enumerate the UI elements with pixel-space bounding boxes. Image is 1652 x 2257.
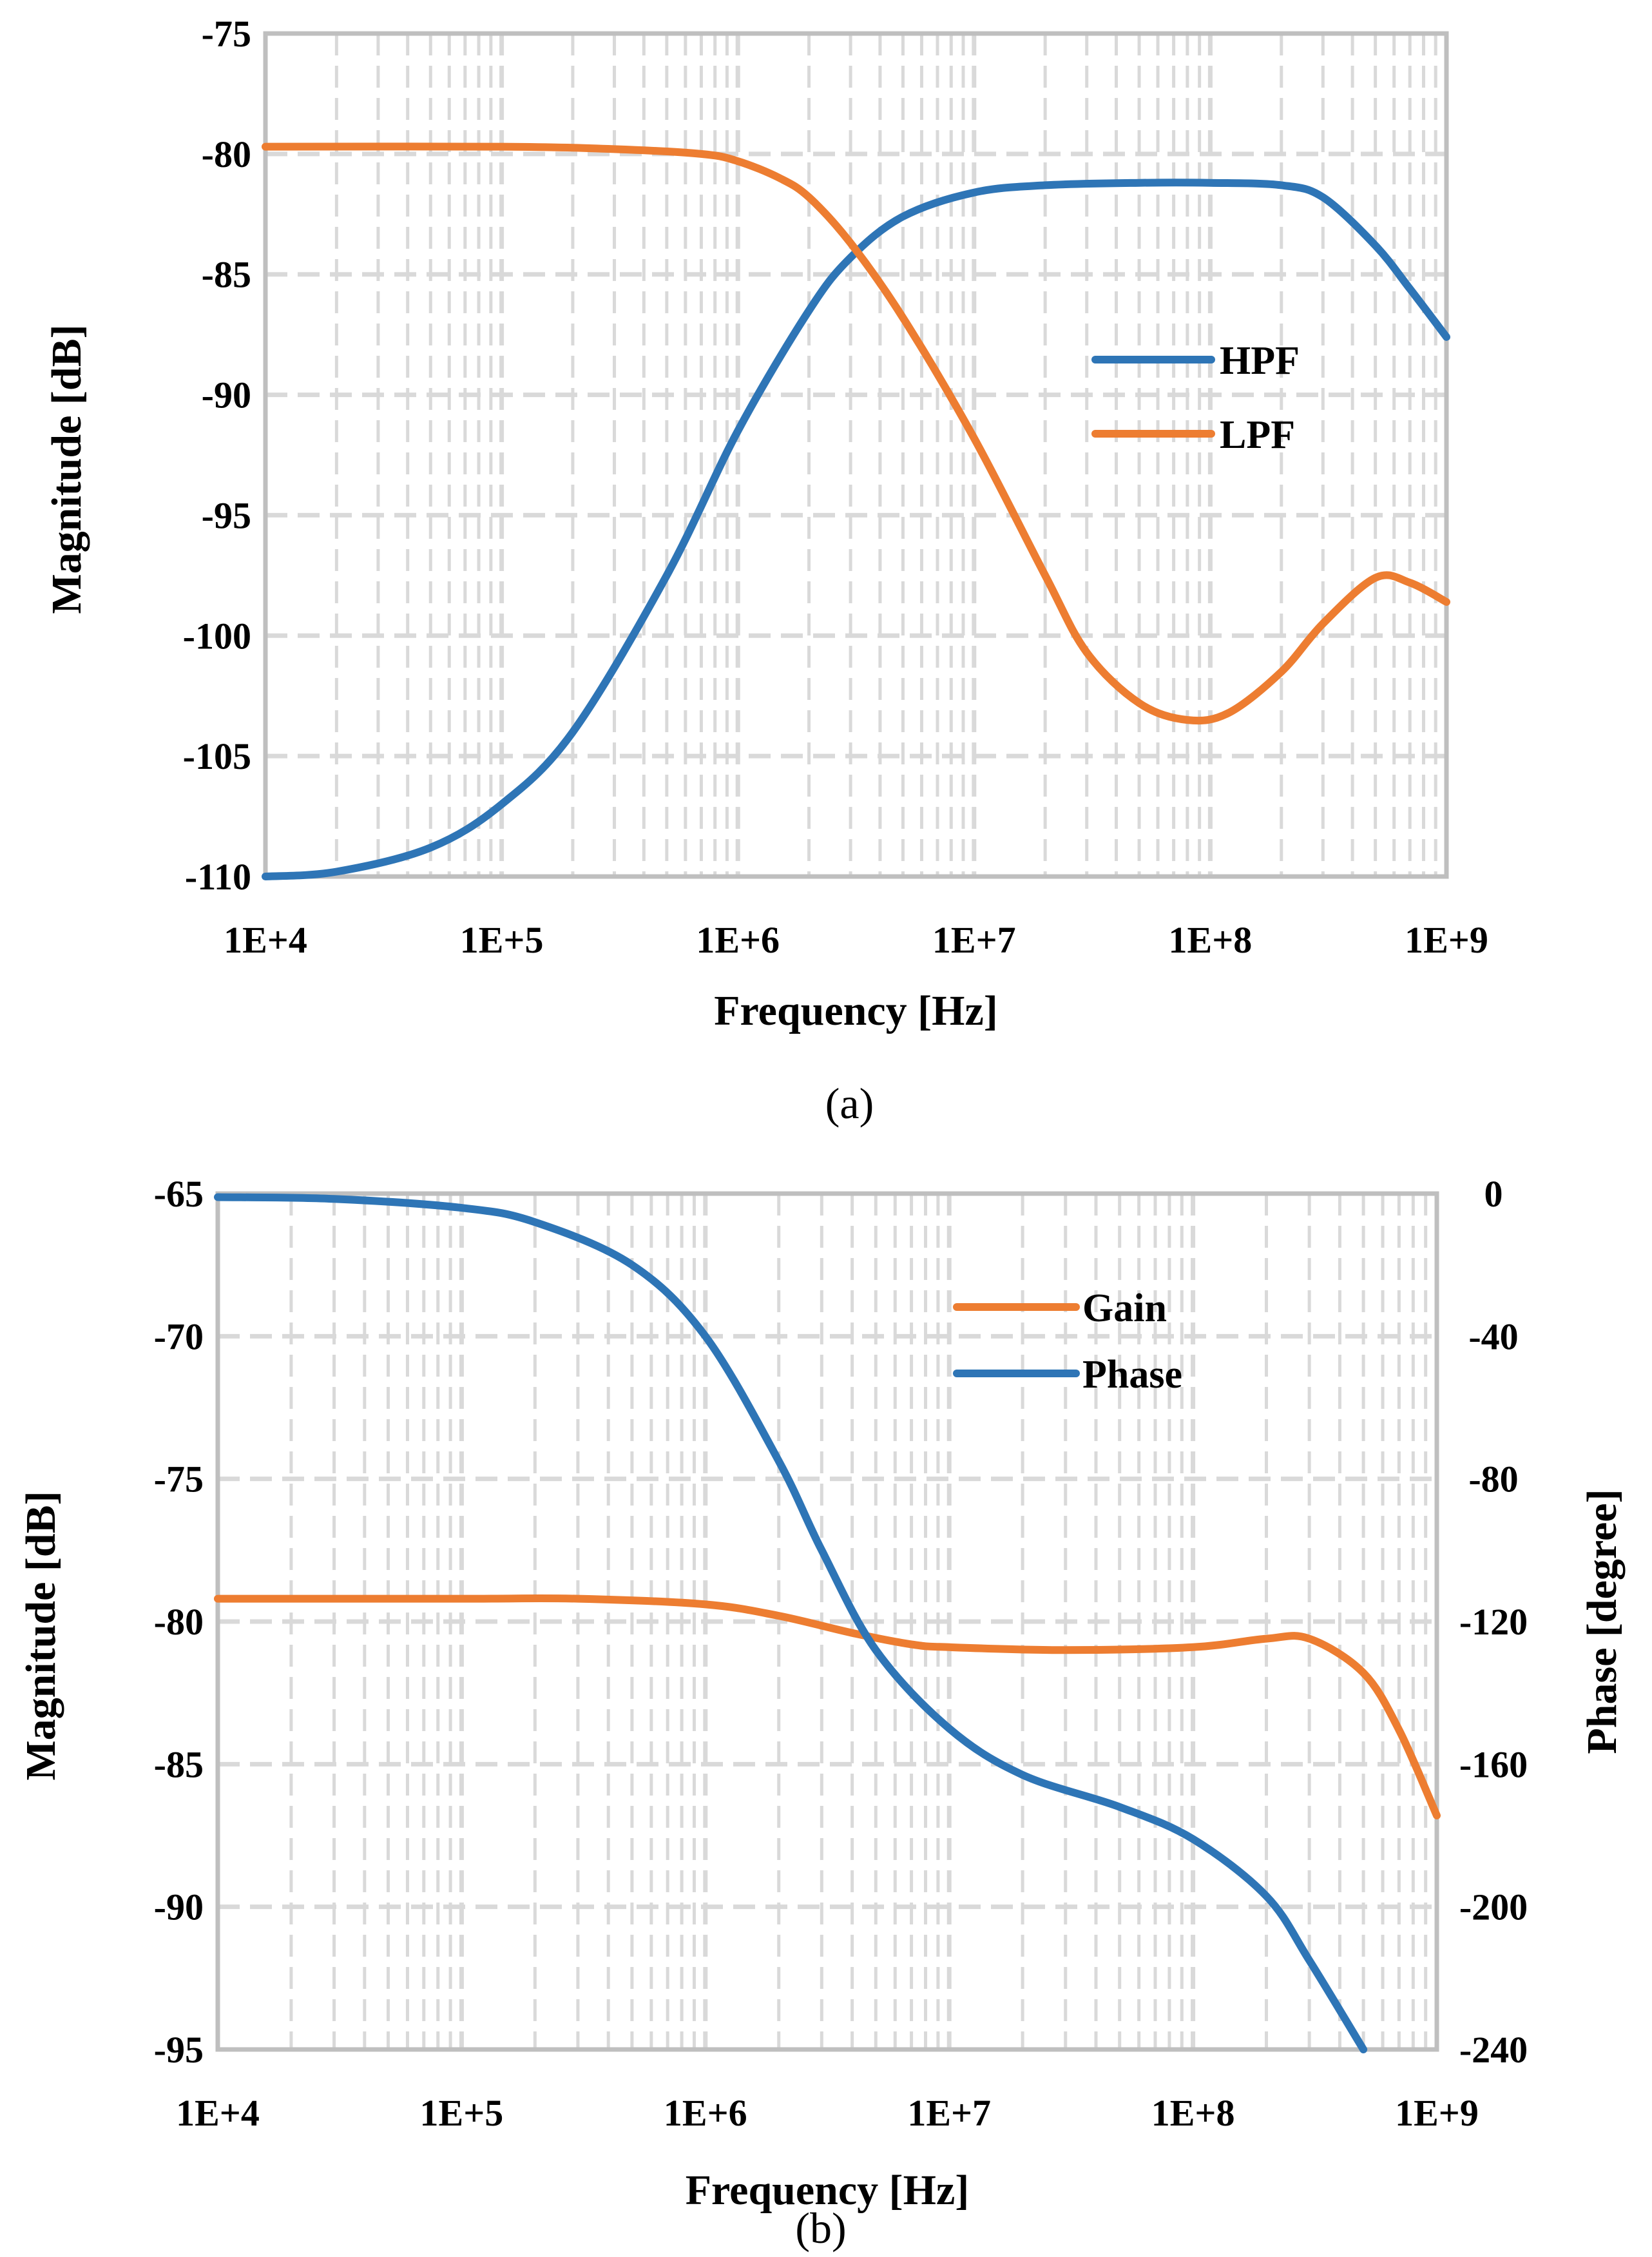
chart-b-x-tick-label: 1E+8 <box>1151 2092 1235 2134</box>
chart-a-x-tick-label: 1E+7 <box>932 919 1016 961</box>
chart-b-x-tick-label: 1E+7 <box>907 2092 991 2134</box>
chart-b-x-tick-labels: 1E+4 1E+5 1E+6 1E+7 1E+8 1E+9 <box>176 2092 1479 2134</box>
chart-a-y-tick-label: -80 <box>202 133 251 175</box>
chart-b-x-axis-label: Frequency [Hz] <box>686 2167 970 2214</box>
chart-b-y-tick-label: -95 <box>154 2029 204 2071</box>
chart-b-x-tick-label: 1E+6 <box>664 2092 747 2134</box>
chart-a-y-tick-label: -90 <box>202 374 251 416</box>
chart-b: -65 -70 -75 -80 -85 -90 -95 0 -40 -80 -120 -160 -20… <box>17 1173 1626 2252</box>
chart-a-series-line-lpf <box>262 142 1450 725</box>
chart-a-y-tick-label: -85 <box>202 254 251 296</box>
chart-a-x-tick-label: 1E+9 <box>1405 919 1488 961</box>
chart-a-series-line-hpf <box>262 179 1450 880</box>
chart-b-y2-axis-label: Phase [degree] <box>1579 1489 1626 1754</box>
chart-a-y-tick-label: -75 <box>202 13 251 55</box>
chart-b-y2-tick-labels: 0 -40 -80 -120 -160 -200 -240 <box>1459 1173 1528 2071</box>
chart-a-plot-frame <box>263 31 1449 879</box>
chart-a-y-tick-label: -110 <box>185 856 251 898</box>
chart-a-y-tick-label: -105 <box>183 735 251 777</box>
chart-b-y2-tick-label: 0 <box>1484 1173 1503 1215</box>
chart-a-x-axis-label: Frequency [Hz] <box>714 987 998 1034</box>
chart-b-gridlines <box>218 1194 1437 2049</box>
chart-b-y-tick-labels: -65 -70 -75 -80 -85 -90 -95 <box>154 1173 204 2071</box>
chart-b-legend-label-phase: Phase <box>1082 1353 1182 1397</box>
chart-b-y2-tick-label: -40 <box>1468 1315 1518 1357</box>
chart-b-y-tick-label: -75 <box>154 1458 204 1500</box>
chart-a-legend-label-hpf: HPF <box>1220 339 1300 383</box>
chart-b-x-tick-label: 1E+4 <box>176 2092 260 2134</box>
chart-a-x-tick-labels: 1E+4 1E+5 1E+6 1E+7 1E+8 1E+9 <box>224 919 1488 961</box>
chart-b-y-tick-label: -65 <box>154 1173 204 1215</box>
chart-b-y2-tick-label: -200 <box>1459 1886 1528 1928</box>
chart-a-legend-label-lpf: LPF <box>1220 413 1295 457</box>
chart-a-x-tick-label: 1E+8 <box>1169 919 1253 961</box>
chart-b-y2-tick-label: -120 <box>1459 1601 1528 1643</box>
chart-a: -75 -80 -85 -90 -95 -100 -105 -110 1E+4 1E+5 1E+6… <box>43 13 1488 1128</box>
chart-b-series <box>214 1193 1441 2053</box>
chart-b-y2-tick-label: -160 <box>1459 1743 1528 1785</box>
chart-b-legend: Gain Phase <box>953 1286 1182 1397</box>
chart-a-legend: HPF LPF <box>1091 339 1300 457</box>
chart-b-y-axis-label: Magnitude [dB] <box>17 1491 64 1780</box>
chart-b-y-tick-label: -70 <box>154 1315 204 1357</box>
chart-a-caption: (a) <box>825 1079 874 1128</box>
chart-a-series <box>262 142 1450 880</box>
chart-a-y-tick-labels: -75 -80 -85 -90 -95 -100 -105 -110 <box>183 13 251 898</box>
chart-b-series-line-gain <box>214 1594 1441 1819</box>
chart-a-y-tick-label: -95 <box>202 494 251 536</box>
chart-b-y-tick-label: -80 <box>154 1601 204 1643</box>
chart-b-y-tick-label: -85 <box>154 1743 204 1785</box>
chart-b-x-tick-label: 1E+9 <box>1395 2092 1479 2134</box>
chart-a-y-axis-label: Magnitude [dB] <box>43 324 90 614</box>
chart-b-plot-frame <box>215 1191 1439 2052</box>
chart-b-y2-tick-label: -80 <box>1468 1458 1518 1500</box>
chart-b-x-tick-label: 1E+5 <box>420 2092 504 2134</box>
chart-b-y2-tick-label: -240 <box>1459 2029 1528 2071</box>
chart-a-x-tick-label: 1E+6 <box>696 919 780 961</box>
chart-b-caption: (b) <box>795 2204 846 2252</box>
chart-b-legend-label-gain: Gain <box>1082 1286 1167 1330</box>
chart-b-y-tick-label: -90 <box>154 1886 204 1928</box>
chart-a-y-tick-label: -100 <box>183 615 251 657</box>
chart-a-x-tick-label: 1E+4 <box>224 919 307 961</box>
chart-a-x-tick-label: 1E+5 <box>460 919 544 961</box>
chart-b-series-line-phase <box>214 1193 1368 2053</box>
